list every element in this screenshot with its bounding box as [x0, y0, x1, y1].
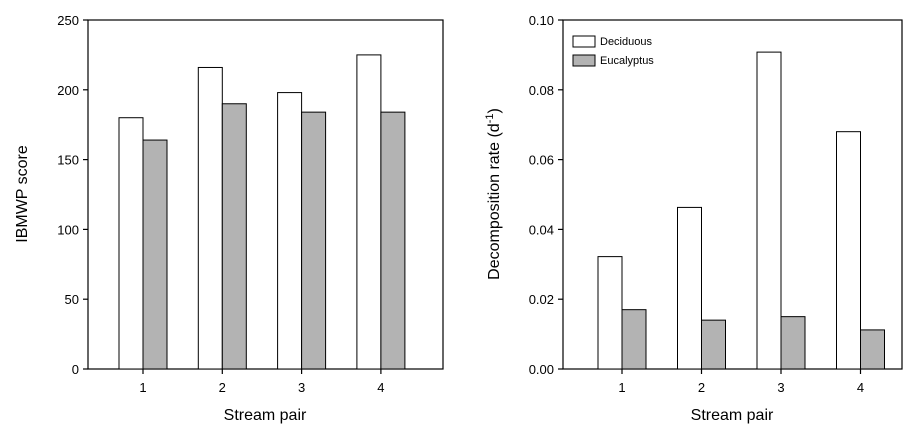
decomposition-bar-series1-pair-2: [677, 206, 702, 370]
ibmwp-y-tick-label-1: 50: [65, 292, 79, 307]
decomposition-x-axis-label: Stream pair: [691, 407, 774, 424]
legend-label-eucalyptus: Eucalyptus: [600, 55, 654, 67]
ibmwp-plot-frame: [87, 19, 444, 370]
ibmwp-x-tick-label-2: 2: [219, 380, 226, 395]
decomposition-x-ticks: 1 2 3 4: [618, 369, 864, 395]
ibmwp-y-tick-label-0: 0: [72, 362, 79, 377]
decomposition-bar-series1-pair-1: [597, 256, 623, 370]
ibmwp-bar-series1-pair-2: [197, 66, 223, 370]
ibmwp-bar-series1-pair-4: [356, 54, 382, 370]
legend-swatch-eucalyptus: [572, 54, 596, 67]
ibmwp-x-ticks: 1 2 3 4: [139, 369, 385, 395]
ibmwp-x-axis-label: Stream pair: [224, 407, 307, 424]
decomposition-bar-series2-pair-2: [701, 319, 726, 370]
ibmwp-bar-series1-pair-3: [277, 92, 303, 370]
ibmwp-bars: [118, 54, 406, 370]
decomposition-chart-panel: 0.00 0.02 0.04 0.06 0.08 0.10 1 2 3 4 Stream pai…: [484, 13, 903, 424]
decomposition-y-tick-label-4: 0.08: [529, 83, 554, 98]
ibmwp-bar-series2-pair-3: [301, 111, 327, 370]
ibmwp-y-tick-label-4: 200: [57, 83, 79, 98]
legend: Deciduous Eucalyptus: [572, 35, 654, 67]
decomposition-bar-series2-pair-4: [860, 329, 885, 370]
ibmwp-bar-series2-pair-2: [221, 103, 247, 370]
ibmwp-x-tick-label-1: 1: [139, 380, 146, 395]
ibmwp-y-ticks: 0 50 100 150 200 250: [57, 13, 88, 377]
decomposition-bar-series2-pair-3: [780, 316, 806, 370]
decomposition-bar-series1-pair-4: [836, 131, 861, 370]
ibmwp-y-tick-label-5: 250: [57, 13, 79, 28]
decomposition-bars: [597, 51, 885, 370]
decomposition-y-ticks: 0.00 0.02 0.04 0.06 0.08 0.10: [529, 13, 563, 377]
decomposition-x-tick-label-2: 2: [698, 380, 705, 395]
ibmwp-y-tick-label-3: 150: [57, 153, 79, 168]
decomposition-y-axis-label: Decomposition rate (d-1): [484, 108, 503, 280]
decomposition-y-tick-label-0: 0.00: [529, 362, 554, 377]
decomposition-y-label-end: ): [486, 108, 503, 113]
decomposition-y-tick-label-3: 0.06: [529, 153, 554, 168]
ibmwp-bar-series2-pair-4: [380, 111, 406, 370]
decomposition-plot-frame: [562, 19, 903, 370]
ibmwp-x-tick-label-4: 4: [377, 380, 384, 395]
ibmwp-y-axis-label: IBMWP score: [14, 145, 31, 243]
ibmwp-y-tick-label-2: 100: [57, 222, 79, 237]
decomposition-y-tick-label-5: 0.10: [529, 13, 554, 28]
decomposition-x-tick-label-4: 4: [857, 380, 864, 395]
decomposition-x-tick-label-3: 3: [777, 380, 784, 395]
decomposition-bar-series1-pair-3: [756, 51, 782, 370]
decomposition-x-tick-label-1: 1: [618, 380, 625, 395]
decomposition-y-tick-label-1: 0.02: [529, 292, 554, 307]
legend-swatch-deciduous: [572, 35, 596, 48]
ibmwp-x-tick-label-3: 3: [298, 380, 305, 395]
ibmwp-chart-panel: 0 50 100 150 200 250 1 2 3 4 Stream pair IBMWP s…: [14, 13, 444, 424]
decomposition-y-label-superscript: -1: [484, 114, 496, 124]
decomposition-bar-series2-pair-1: [621, 309, 647, 370]
decomposition-y-label-main: Decomposition rate (d: [486, 123, 503, 280]
ibmwp-bar-series1-pair-1: [118, 117, 144, 370]
legend-label-deciduous: Deciduous: [600, 36, 652, 48]
ibmwp-bar-series2-pair-1: [142, 139, 168, 370]
decomposition-y-tick-label-2: 0.04: [529, 222, 554, 237]
